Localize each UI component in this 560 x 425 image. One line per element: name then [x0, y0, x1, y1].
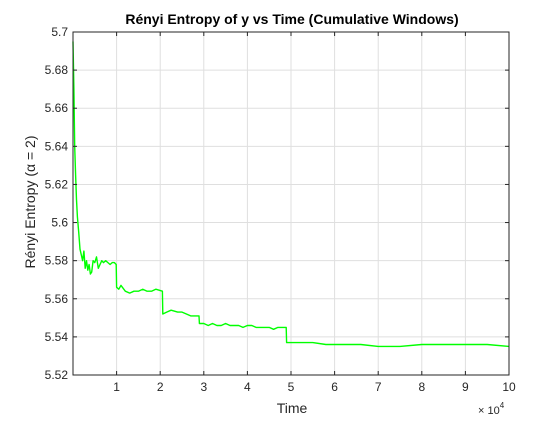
y-tick-label: 5.58 [45, 254, 69, 268]
x-tick-label: 3 [200, 380, 207, 394]
y-tick-label: 5.68 [45, 63, 69, 77]
y-tick-label: 5.66 [45, 101, 69, 115]
y-tick-label: 5.6 [51, 216, 68, 230]
y-tick-label: 5.7 [51, 25, 68, 39]
x-exponent-power: 4 [500, 401, 505, 410]
x-tick-label: 1 [113, 380, 120, 394]
y-tick-label: 5.54 [45, 330, 69, 344]
x-tick-label: 5 [288, 380, 295, 394]
x-tick-labels: 1 2 3 4 5 6 7 8 9 10 [113, 380, 516, 394]
x-tick-label: 6 [331, 380, 338, 394]
y-tick-label: 5.64 [45, 139, 69, 153]
y-tick-labels: 5.52 5.54 5.56 5.58 5.6 5.62 5.64 5.66 5.68 5.7 [45, 25, 69, 382]
y-axis-label: Rényi Entropy (α = 2) [22, 136, 38, 269]
series-line [72, 41, 510, 348]
x-tick-label: 9 [462, 380, 469, 394]
x-tick-label: 10 [502, 380, 516, 394]
x-tick-label: 8 [418, 380, 425, 394]
x-exponent-label: × 104 [478, 401, 505, 417]
x-axis-label: Time [277, 400, 308, 416]
tick-marks [73, 31, 510, 376]
x-tick-label: 7 [375, 380, 382, 394]
y-tick-label: 5.62 [45, 177, 69, 191]
x-exponent-base: × 10 [478, 405, 500, 417]
y-tick-label: 5.56 [45, 292, 69, 306]
x-tick-label: 2 [157, 380, 164, 394]
grid-lines [73, 31, 510, 376]
plot-area [72, 41, 510, 348]
chart-title: Rényi Entropy of y vs Time (Cumulative W… [125, 11, 458, 27]
x-tick-label: 4 [244, 380, 251, 394]
y-tick-label: 5.52 [45, 368, 69, 382]
